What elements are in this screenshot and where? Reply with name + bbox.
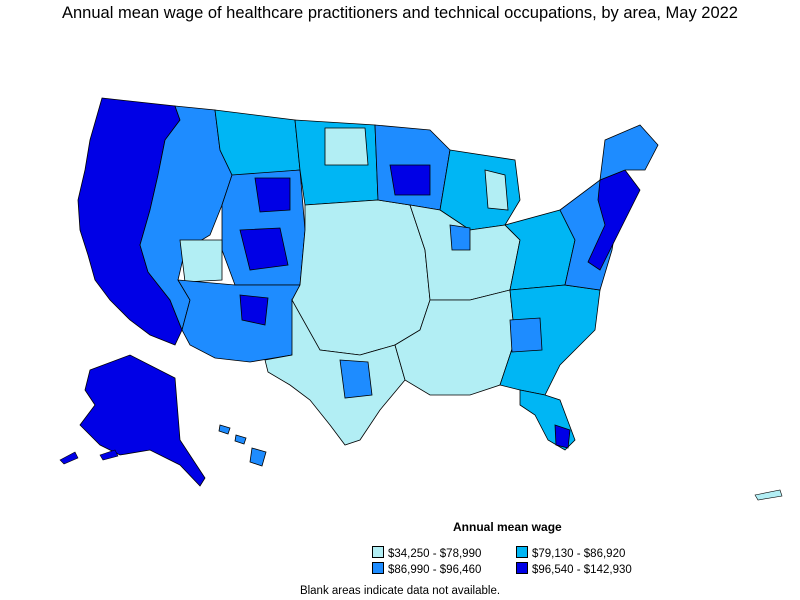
- region-georgia: [509, 317, 543, 353]
- legend-label: $79,130 - $86,920: [532, 548, 626, 560]
- region-michigan: [484, 169, 509, 211]
- region-alaska-islands: [59, 449, 119, 465]
- region-florida-south: [554, 424, 571, 449]
- legend-item-2: $79,130 - $86,920: [516, 546, 625, 560]
- region-puerto-rico: [754, 489, 783, 501]
- region-north-dakota: [324, 127, 369, 166]
- region-southwest-metro: [239, 294, 269, 326]
- region-texas-metro: [339, 359, 373, 399]
- region-colorado-metro: [239, 227, 289, 271]
- legend-swatch: [516, 562, 528, 574]
- region-hawaii: [218, 424, 267, 467]
- region-utah: [179, 239, 223, 283]
- region-minnesota-metro: [389, 164, 431, 196]
- region-new-england: [599, 124, 659, 181]
- contiguous-us: [77, 97, 659, 451]
- legend-item-4: $96,540 - $142,930: [516, 562, 632, 576]
- legend-title: Annual mean wage: [453, 520, 562, 534]
- region-texas: [264, 298, 406, 446]
- region-great-plains: [291, 199, 431, 356]
- legend-item-3: $86,990 - $96,460: [372, 562, 481, 576]
- region-wyoming-metro: [254, 177, 291, 213]
- region-alaska: [79, 354, 206, 487]
- legend-item-1: $34,250 - $78,990: [372, 546, 481, 560]
- legend-swatch: [372, 562, 384, 574]
- region-northeast-corridor: [587, 169, 641, 271]
- legend-label: $86,990 - $96,460: [388, 564, 482, 576]
- region-southwest: [177, 279, 301, 363]
- legend-swatch: [372, 546, 384, 558]
- footnote: Blank areas indicate data not available.: [299, 585, 501, 597]
- legend-swatch: [516, 546, 528, 558]
- legend-label: $96,540 - $142,930: [532, 564, 632, 576]
- region-chicago: [449, 224, 471, 251]
- legend-label: $34,250 - $78,990: [388, 548, 482, 560]
- region-montana: [214, 109, 301, 176]
- map-title: Annual mean wage of healthcare practitio…: [61, 4, 738, 22]
